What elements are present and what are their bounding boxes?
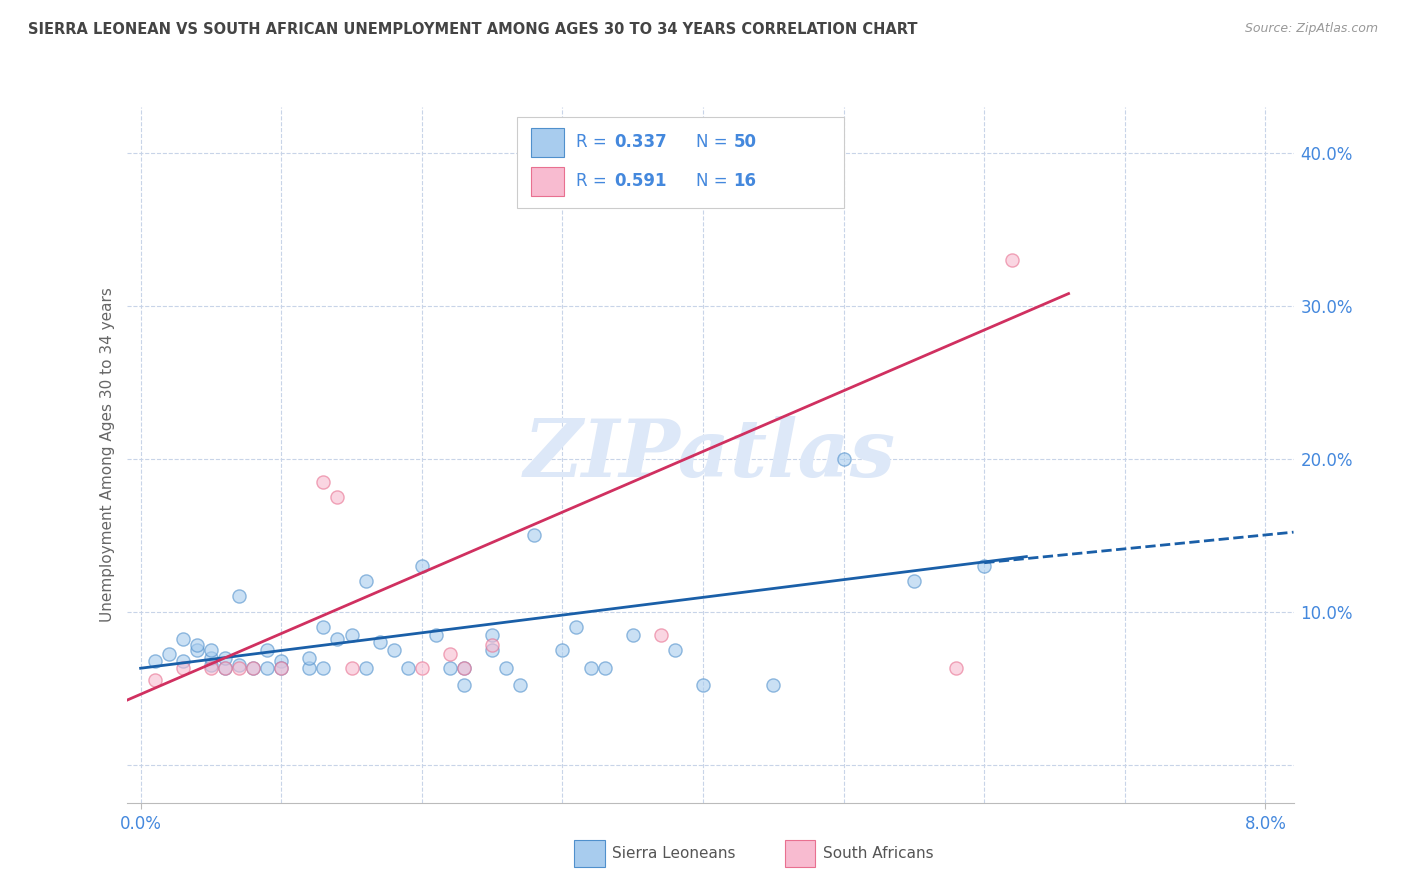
Point: [453, 661, 475, 675]
Point: [509, 678, 531, 692]
Point: [298, 650, 321, 665]
Point: [832, 451, 855, 466]
Text: R =: R =: [576, 133, 612, 151]
Point: [228, 661, 250, 675]
Point: [214, 650, 236, 665]
Point: [411, 661, 433, 675]
Point: [551, 643, 574, 657]
Point: [326, 632, 349, 647]
Point: [973, 558, 995, 573]
Point: [242, 661, 264, 675]
Point: [1001, 252, 1024, 267]
Point: [565, 620, 588, 634]
Point: [200, 658, 222, 673]
Point: [481, 627, 503, 641]
Point: [425, 627, 447, 641]
Text: N =: N =: [696, 172, 733, 190]
Y-axis label: Unemployment Among Ages 30 to 34 years: Unemployment Among Ages 30 to 34 years: [100, 287, 115, 623]
Point: [664, 643, 686, 657]
Point: [340, 627, 363, 641]
Point: [172, 654, 194, 668]
Point: [593, 661, 616, 675]
Point: [439, 648, 461, 662]
Text: R =: R =: [576, 172, 612, 190]
Point: [523, 528, 546, 542]
Point: [186, 643, 208, 657]
Text: Source: ZipAtlas.com: Source: ZipAtlas.com: [1244, 22, 1378, 36]
Point: [453, 661, 475, 675]
Text: 0.591: 0.591: [614, 172, 666, 190]
Text: N =: N =: [696, 133, 733, 151]
Point: [157, 648, 180, 662]
FancyBboxPatch shape: [531, 167, 564, 196]
Point: [186, 638, 208, 652]
Point: [214, 661, 236, 675]
Point: [945, 661, 967, 675]
Point: [228, 590, 250, 604]
Point: [453, 678, 475, 692]
Point: [270, 661, 292, 675]
Point: [650, 627, 672, 641]
Point: [200, 661, 222, 675]
Point: [228, 658, 250, 673]
Point: [256, 643, 278, 657]
Point: [481, 638, 503, 652]
Point: [326, 490, 349, 504]
Point: [495, 661, 517, 675]
Text: ZIPatlas: ZIPatlas: [524, 417, 896, 493]
Point: [368, 635, 391, 649]
Text: 0.337: 0.337: [614, 133, 666, 151]
Point: [621, 627, 644, 641]
Text: South Africans: South Africans: [823, 847, 934, 861]
FancyBboxPatch shape: [531, 128, 564, 157]
Point: [340, 661, 363, 675]
Point: [214, 661, 236, 675]
Point: [172, 661, 194, 675]
Point: [411, 558, 433, 573]
Text: 16: 16: [734, 172, 756, 190]
Point: [439, 661, 461, 675]
Text: SIERRA LEONEAN VS SOUTH AFRICAN UNEMPLOYMENT AMONG AGES 30 TO 34 YEARS CORRELATI: SIERRA LEONEAN VS SOUTH AFRICAN UNEMPLOY…: [28, 22, 918, 37]
Point: [143, 654, 166, 668]
Point: [312, 475, 335, 489]
Point: [354, 661, 377, 675]
Point: [200, 650, 222, 665]
Point: [298, 661, 321, 675]
Point: [382, 643, 405, 657]
Point: [200, 643, 222, 657]
Point: [256, 661, 278, 675]
Point: [270, 654, 292, 668]
Point: [903, 574, 925, 588]
FancyBboxPatch shape: [517, 118, 844, 208]
Point: [172, 632, 194, 647]
Point: [396, 661, 419, 675]
Point: [762, 678, 785, 692]
Point: [312, 661, 335, 675]
Point: [579, 661, 602, 675]
Point: [312, 620, 335, 634]
Point: [481, 643, 503, 657]
Point: [270, 661, 292, 675]
Text: Sierra Leoneans: Sierra Leoneans: [612, 847, 735, 861]
Point: [143, 673, 166, 688]
Point: [692, 678, 714, 692]
Point: [242, 661, 264, 675]
Text: 50: 50: [734, 133, 756, 151]
Point: [354, 574, 377, 588]
